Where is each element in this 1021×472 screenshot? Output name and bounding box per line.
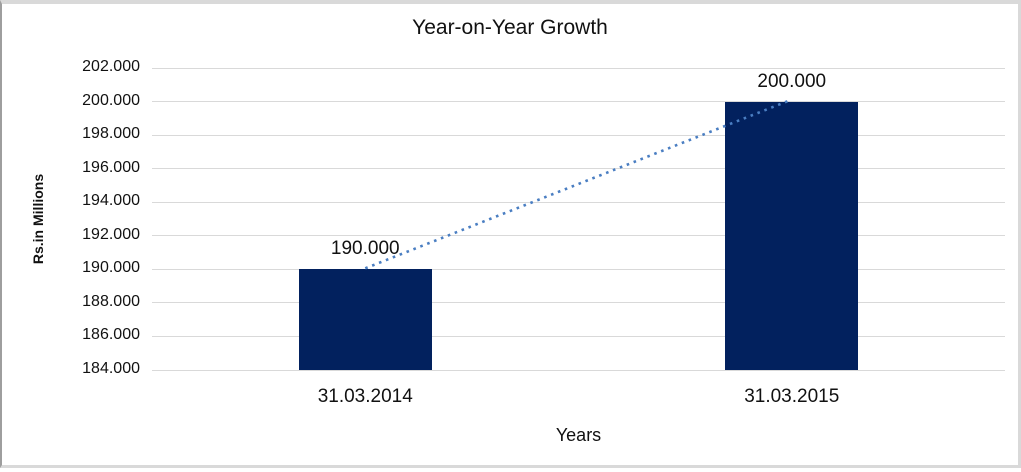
x-axis-title: Years	[555, 425, 602, 445]
gridline	[152, 101, 1005, 103]
gridline	[152, 268, 1005, 270]
y-axis-title: Rs.in Millions	[30, 173, 46, 265]
gridline	[152, 201, 1005, 203]
bar-31.03.2014	[298, 269, 432, 370]
y-axis-tick-label: 190.000	[82, 259, 140, 277]
y-axis-tick-label: 200.000	[82, 91, 140, 109]
y-axis-tick-label: 186.000	[82, 326, 140, 344]
y-axis-tick-label: 194.000	[82, 192, 140, 210]
gridline	[152, 369, 1005, 371]
x-axis-tick-label: 31.03.2014	[317, 386, 413, 407]
gridline	[152, 67, 1005, 69]
gridline	[152, 235, 1005, 237]
y-axis-tick-label: 202.000	[82, 58, 140, 75]
y-axis-tick-label: 198.000	[82, 125, 140, 143]
y-axis-tick-label: 184.000	[82, 360, 140, 377]
bar-31.03.2015	[725, 101, 859, 370]
gridline	[152, 335, 1005, 337]
y-axis-tick-label: 196.000	[82, 158, 140, 176]
y-axis-tick-label: 188.000	[82, 292, 140, 310]
chart-title: Year-on-Year Growth	[412, 16, 608, 39]
gridline	[152, 168, 1005, 170]
y-axis-tick-label: 192.000	[82, 225, 140, 243]
gridline	[152, 302, 1005, 304]
data-label: 200.000	[757, 70, 827, 92]
gridline	[152, 134, 1005, 136]
data-label: 190.000	[330, 238, 400, 260]
x-axis-tick-label: 31.03.2015	[744, 386, 840, 407]
